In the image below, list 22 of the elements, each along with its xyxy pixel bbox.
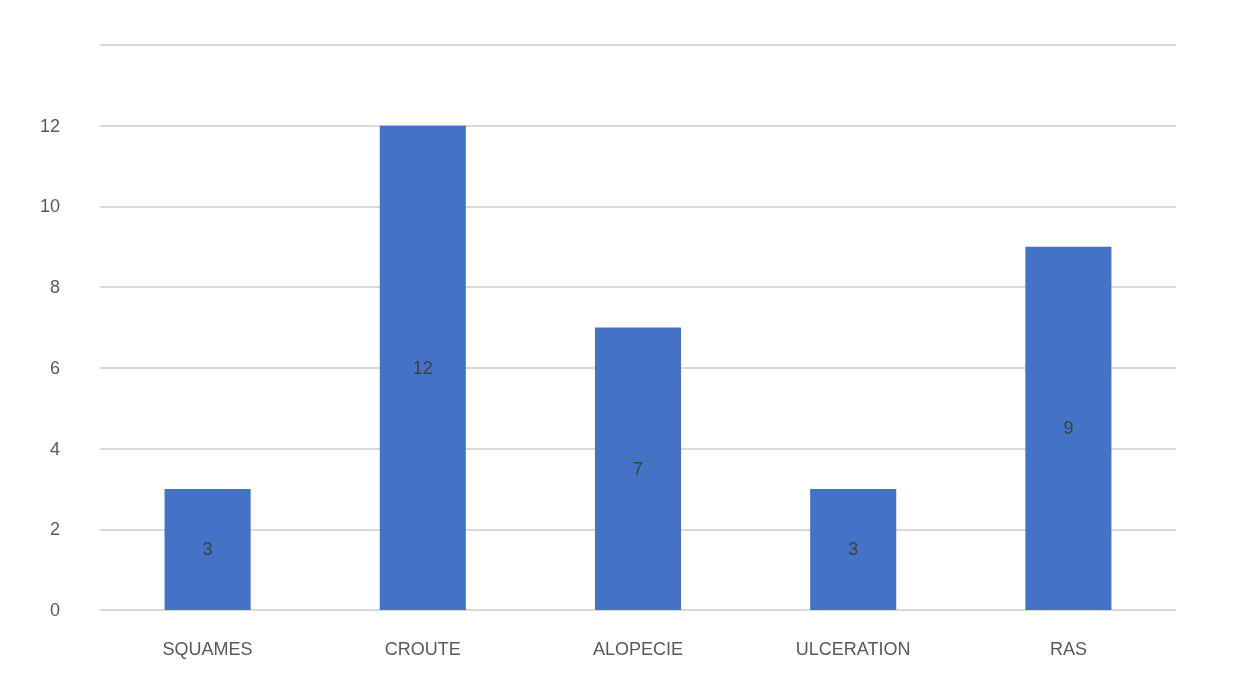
y-tick-label: 8 [49,277,60,298]
data-label: 9 [1063,418,1074,439]
data-label: 3 [848,539,859,560]
y-tick-label: 6 [49,357,60,378]
x-tick-label: RAS [1049,639,1087,659]
bar [379,125,466,610]
bar [164,488,251,610]
x-tick-label: ALOPECIE [592,639,684,659]
bar [1025,246,1112,610]
data-label: 7 [632,458,644,479]
data-label: 12 [412,357,433,378]
data-label: 3 [202,539,213,560]
y-tick-label: 2 [49,519,60,540]
y-tick-label: 10 [39,196,60,217]
bar [594,327,682,610]
y-tick-label: 4 [49,438,60,459]
x-tick-label: CROUTE [384,639,461,659]
y-tick-label: 0 [49,600,60,620]
x-tick-label: SQUAMES [162,639,253,659]
x-tick-label: ULCERATION [795,639,911,659]
y-tick-label: 12 [39,115,60,136]
bar [810,488,897,610]
